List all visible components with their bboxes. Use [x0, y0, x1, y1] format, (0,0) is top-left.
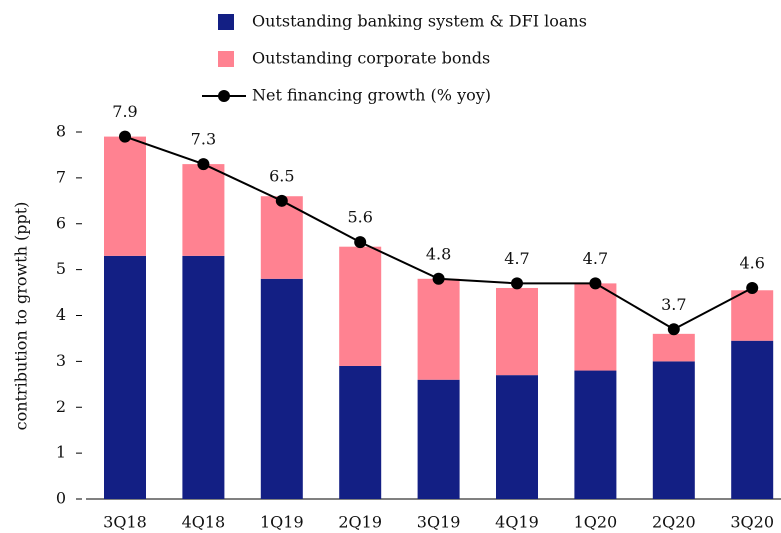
bar: [731, 340, 774, 499]
legend-label: Outstanding banking system & DFI loans: [252, 12, 587, 31]
data-label: 3.7: [661, 295, 686, 314]
data-label: 7.3: [191, 130, 216, 149]
y-tick-label: 0: [56, 489, 66, 508]
y-tick-label: 3: [56, 351, 66, 370]
bar: [652, 333, 695, 362]
bar: [339, 246, 382, 366]
line-marker: [746, 281, 759, 294]
legend-marker: [218, 90, 230, 102]
line-marker: [275, 194, 288, 207]
line-marker: [432, 272, 445, 285]
x-tick-label: 3Q19: [417, 513, 461, 532]
legend-swatch: [218, 14, 234, 30]
data-label: 6.5: [269, 166, 294, 185]
data-label: 4.8: [426, 244, 451, 263]
bar: [182, 255, 225, 499]
y-tick-label: 7: [56, 167, 66, 186]
y-tick-label: 6: [56, 213, 66, 232]
bar: [731, 290, 774, 341]
line-marker: [589, 277, 602, 290]
bar: [417, 278, 460, 380]
bar: [652, 361, 695, 499]
bar: [104, 136, 146, 256]
bar: [496, 375, 538, 499]
line-marker: [119, 130, 131, 143]
bar: [182, 164, 225, 256]
line-marker: [197, 158, 210, 171]
data-label: 4.7: [583, 249, 608, 268]
legend-swatch: [218, 51, 234, 67]
x-tick-label: 3Q20: [730, 513, 774, 532]
bar: [574, 370, 617, 499]
data-label: 4.6: [739, 253, 764, 272]
y-tick-label: 5: [56, 259, 66, 278]
legend-label: Net financing growth (% yoy): [252, 86, 491, 105]
x-tick-label: 4Q18: [182, 513, 226, 532]
bar: [339, 365, 382, 499]
x-tick-label: 2Q19: [338, 513, 382, 532]
data-label: 7.9: [112, 102, 137, 121]
line-marker: [354, 236, 367, 249]
line-marker: [667, 323, 680, 336]
bar: [574, 283, 617, 371]
x-tick-label: 2Q20: [652, 513, 696, 532]
bar: [260, 278, 303, 499]
y-tick-label: 8: [56, 122, 66, 141]
data-label: 5.6: [347, 208, 372, 227]
x-tick-label: 4Q19: [495, 513, 539, 532]
y-tick-label: 1: [56, 443, 66, 462]
x-tick-label: 1Q19: [260, 513, 304, 532]
y-tick-label: 2: [56, 397, 66, 416]
bar: [496, 287, 538, 376]
x-tick-label: 3Q18: [103, 513, 147, 532]
bar: [417, 379, 460, 499]
bar: [104, 255, 146, 499]
legend-label: Outstanding corporate bonds: [252, 49, 490, 68]
y-tick-label: 4: [56, 305, 66, 324]
x-tick-label: 1Q20: [574, 513, 618, 532]
line-marker: [511, 277, 523, 290]
data-label: 4.7: [504, 249, 529, 268]
y-axis-label: contribution to growth (ppt): [12, 202, 31, 431]
bar: [260, 196, 303, 279]
